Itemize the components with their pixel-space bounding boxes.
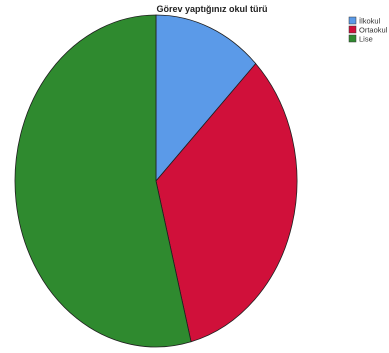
pie-slices [14,14,298,348]
pie-slice-1 [155,14,257,183]
pie-slice-2 [155,63,298,343]
legend-label-1: İlkokul [359,17,381,26]
legend-swatch-2 [348,25,357,34]
pie-slice-3 [14,14,192,348]
legend-swatch-1 [348,16,357,25]
chart-title: Görev yaptığınız okul türü [156,4,267,14]
legend-label-3: Lise [359,35,373,44]
legend-label-2: Ortaokul [359,26,388,35]
legend-swatch-3 [348,34,357,43]
